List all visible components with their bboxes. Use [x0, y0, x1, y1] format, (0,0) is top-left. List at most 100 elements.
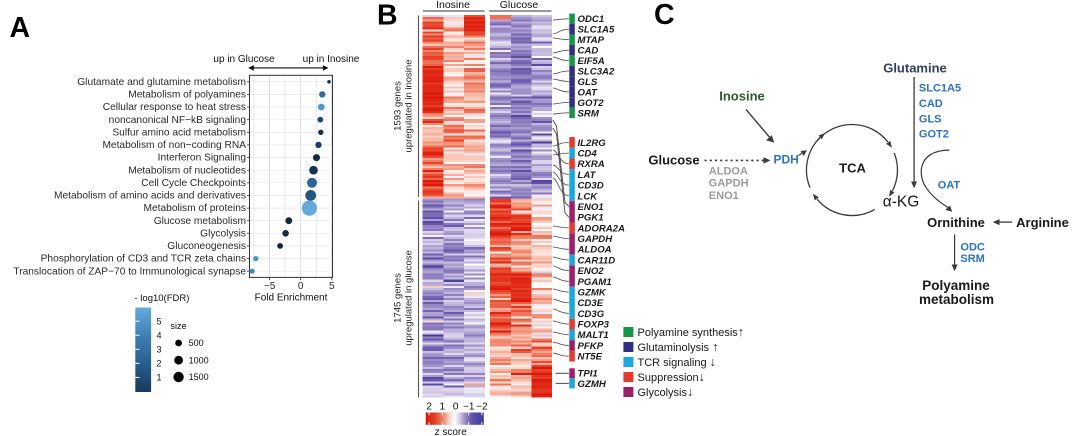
svg-text:C: C [654, 0, 675, 31]
svg-text:0: 0 [453, 402, 459, 413]
svg-text:LAT: LAT [578, 170, 597, 181]
svg-text:Phosphorylation of CD3 and TCR: Phosphorylation of CD3 and TCR zeta chai… [41, 254, 246, 265]
svg-text:Metabolism of amino acids and: Metabolism of amino acids and derivative… [54, 191, 246, 202]
svg-text:3: 3 [157, 345, 162, 355]
svg-text:metabolism: metabolism [919, 292, 994, 307]
svg-text:GLS: GLS [578, 77, 598, 88]
svg-text:PGK1: PGK1 [578, 213, 604, 224]
svg-text:Inosine: Inosine [436, 0, 470, 11]
svg-text:Cell Cycle Checkpoints: Cell Cycle Checkpoints [141, 178, 246, 189]
svg-text:−1: −1 [463, 402, 475, 413]
svg-text:Cellular response to heat stre: Cellular response to heat stress [103, 102, 246, 113]
svg-text:CAD: CAD [919, 98, 943, 110]
svg-text:up in Glucose: up in Glucose [213, 54, 275, 65]
svg-text:Gluconeogenesis: Gluconeogenesis [167, 241, 246, 252]
svg-text:PFKP: PFKP [578, 341, 604, 352]
svg-text:Glutamate and glutamine metabo: Glutamate and glutamine metabolism [77, 77, 246, 88]
svg-text:Suppression↓: Suppression↓ [638, 370, 705, 384]
svg-text:Fold Enrichment: Fold Enrichment [255, 292, 328, 303]
svg-text:Glutaminolysis ↑: Glutaminolysis ↑ [638, 340, 719, 354]
svg-text:Glucose metabolism: Glucose metabolism [154, 216, 246, 227]
svg-text:Glutamine: Glutamine [883, 61, 947, 76]
svg-text:MTAP: MTAP [578, 35, 605, 46]
svg-text:Metabolism of proteins: Metabolism of proteins [144, 203, 247, 214]
svg-text:−2: −2 [476, 402, 488, 413]
svg-text:Metabolism of non−coding RNA: Metabolism of non−coding RNA [102, 140, 246, 151]
svg-text:upregulated in glucose: upregulated in glucose [404, 250, 415, 346]
svg-text:Sulfur amino acid metabolism: Sulfur amino acid metabolism [112, 127, 246, 138]
svg-text:GOT2: GOT2 [578, 98, 605, 109]
svg-text:ENO2: ENO2 [578, 266, 605, 277]
svg-text:CD3D: CD3D [578, 181, 604, 192]
svg-text:GAPDH: GAPDH [709, 178, 749, 190]
svg-text:0: 0 [298, 281, 304, 292]
svg-text:up in Inosine: up in Inosine [303, 54, 360, 65]
svg-text:SLC1A5: SLC1A5 [919, 83, 961, 95]
svg-text:CD4: CD4 [578, 148, 598, 159]
svg-text:α-KG: α-KG [883, 194, 920, 211]
svg-text:MALT1: MALT1 [578, 330, 609, 341]
svg-text:noncanonical NF−kB signaling: noncanonical NF−kB signaling [109, 115, 247, 126]
svg-text:GLS: GLS [919, 113, 942, 125]
svg-text:1745 genes: 1745 genes [393, 273, 404, 323]
svg-text:ADORA2A: ADORA2A [577, 223, 626, 234]
svg-text:500: 500 [189, 338, 204, 348]
svg-text:size: size [171, 321, 187, 331]
svg-text:SRM: SRM [960, 253, 984, 265]
svg-text:TCA: TCA [839, 161, 866, 176]
svg-text:GAPDH: GAPDH [578, 234, 614, 245]
svg-text:ODC1: ODC1 [578, 14, 605, 25]
svg-text:Arginine: Arginine [1016, 215, 1069, 230]
svg-text:- log10(FDR): - log10(FDR) [135, 293, 190, 304]
svg-text:Glucose: Glucose [500, 0, 539, 11]
svg-text:Translocation of ZAP−70 to Imm: Translocation of ZAP−70 to Immunological… [13, 266, 246, 277]
svg-text:SLC3A2: SLC3A2 [578, 66, 615, 77]
svg-text:5: 5 [157, 316, 162, 326]
svg-text:SRM: SRM [578, 108, 600, 119]
svg-text:Metabolism of polyamines: Metabolism of polyamines [128, 90, 246, 101]
svg-text:A: A [10, 12, 31, 44]
svg-text:LCK: LCK [578, 191, 599, 202]
svg-text:GZMK: GZMK [578, 287, 607, 298]
svg-text:ALDOA: ALDOA [577, 245, 612, 256]
svg-text:SLC1A5: SLC1A5 [578, 25, 615, 36]
svg-text:5: 5 [329, 281, 335, 292]
svg-text:PGAM1: PGAM1 [578, 277, 612, 288]
svg-text:ENO1: ENO1 [578, 202, 604, 213]
svg-text:CD3E: CD3E [578, 298, 604, 309]
svg-text:FOXP3: FOXP3 [578, 320, 610, 331]
svg-text:z score: z score [435, 427, 468, 436]
svg-text:Interferon Signaling: Interferon Signaling [158, 153, 247, 164]
svg-text:CAR11D: CAR11D [578, 255, 616, 266]
svg-text:Ornithine: Ornithine [927, 215, 985, 230]
svg-text:1593 genes: 1593 genes [393, 81, 404, 131]
svg-text:Metabolism of nucleotides: Metabolism of nucleotides [128, 165, 246, 176]
svg-text:TPI1: TPI1 [578, 369, 598, 380]
svg-text:Polyamine synthesis↑: Polyamine synthesis↑ [638, 325, 745, 339]
svg-text:RXRA: RXRA [578, 159, 605, 170]
svg-text:Glycolysis: Glycolysis [200, 228, 246, 239]
svg-text:1: 1 [157, 373, 162, 383]
svg-text:4: 4 [157, 330, 162, 340]
svg-text:GOT2: GOT2 [919, 129, 949, 141]
svg-text:OAT: OAT [938, 179, 961, 191]
svg-text:Inosine: Inosine [719, 89, 765, 104]
svg-text:ALDOA: ALDOA [709, 166, 748, 178]
svg-text:2: 2 [426, 402, 432, 413]
svg-text:EIF5A: EIF5A [578, 56, 605, 67]
svg-text:B: B [377, 0, 398, 31]
svg-text:OAT: OAT [578, 87, 599, 98]
svg-text:1000: 1000 [189, 355, 209, 365]
svg-text:Glucose: Glucose [648, 153, 699, 168]
svg-text:GZMH: GZMH [578, 379, 607, 390]
svg-text:CD3G: CD3G [578, 309, 605, 320]
svg-text:2: 2 [157, 359, 162, 369]
svg-text:Polyamine: Polyamine [922, 278, 990, 293]
svg-text:1: 1 [440, 402, 446, 413]
svg-text:PDH: PDH [774, 153, 799, 167]
svg-text:1500: 1500 [189, 372, 209, 382]
svg-text:upregulated in inosine: upregulated in inosine [404, 60, 415, 153]
svg-text:ODC: ODC [960, 242, 985, 254]
svg-text:TCR signaling ↓: TCR signaling ↓ [638, 355, 716, 369]
svg-text:NT5E: NT5E [578, 352, 603, 363]
